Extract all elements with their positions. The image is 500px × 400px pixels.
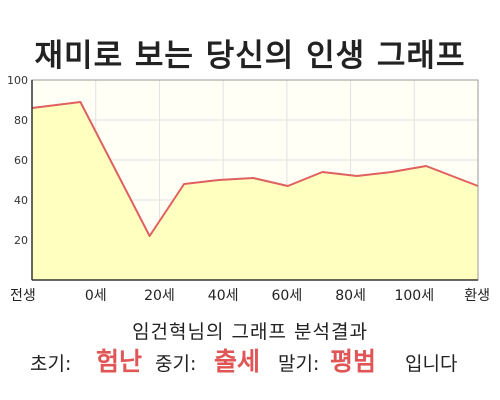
x-tick-label: 40세 <box>208 288 239 304</box>
x-tick-label: 전생 <box>10 288 36 304</box>
late-value: 평범 <box>330 347 377 376</box>
y-tick-label: 20 <box>14 234 28 247</box>
ending-text: 입니다 <box>405 353 458 375</box>
x-tick-label: 20세 <box>144 288 175 304</box>
y-tick-label: 40 <box>14 194 28 207</box>
chart-title: 재미로 보는 당신의 인생 그래프 <box>34 38 466 74</box>
early-label: 초기: <box>30 353 72 375</box>
y-tick-label: 100 <box>7 74 28 87</box>
middle-value: 출세 <box>214 347 261 376</box>
x-tick-label: 0세 <box>85 288 107 304</box>
analysis-result: 초기: 험난 중기: 출세 말기: 평범 입니다 <box>30 346 500 386</box>
x-tick-label: 80세 <box>335 288 366 304</box>
life-area-fill <box>32 102 478 280</box>
x-tick-label: 100세 <box>394 288 434 304</box>
x-tick-label: 환생 <box>464 288 490 304</box>
y-tick-label: 80 <box>14 114 28 127</box>
y-tick-label: 60 <box>14 154 28 167</box>
analysis-subtitle: 임건혁님의 그래프 분석결과 <box>132 321 368 343</box>
x-tick-label: 60세 <box>272 288 303 304</box>
life-line <box>31 101 479 237</box>
middle-label: 중기: <box>155 353 197 375</box>
early-value: 험난 <box>96 347 143 376</box>
life-graph-chart: 20 40 60 80 100 전생 0세 20세 40세 60세 80세 100세 환생 <box>7 74 490 304</box>
late-label: 말기: <box>278 353 320 375</box>
